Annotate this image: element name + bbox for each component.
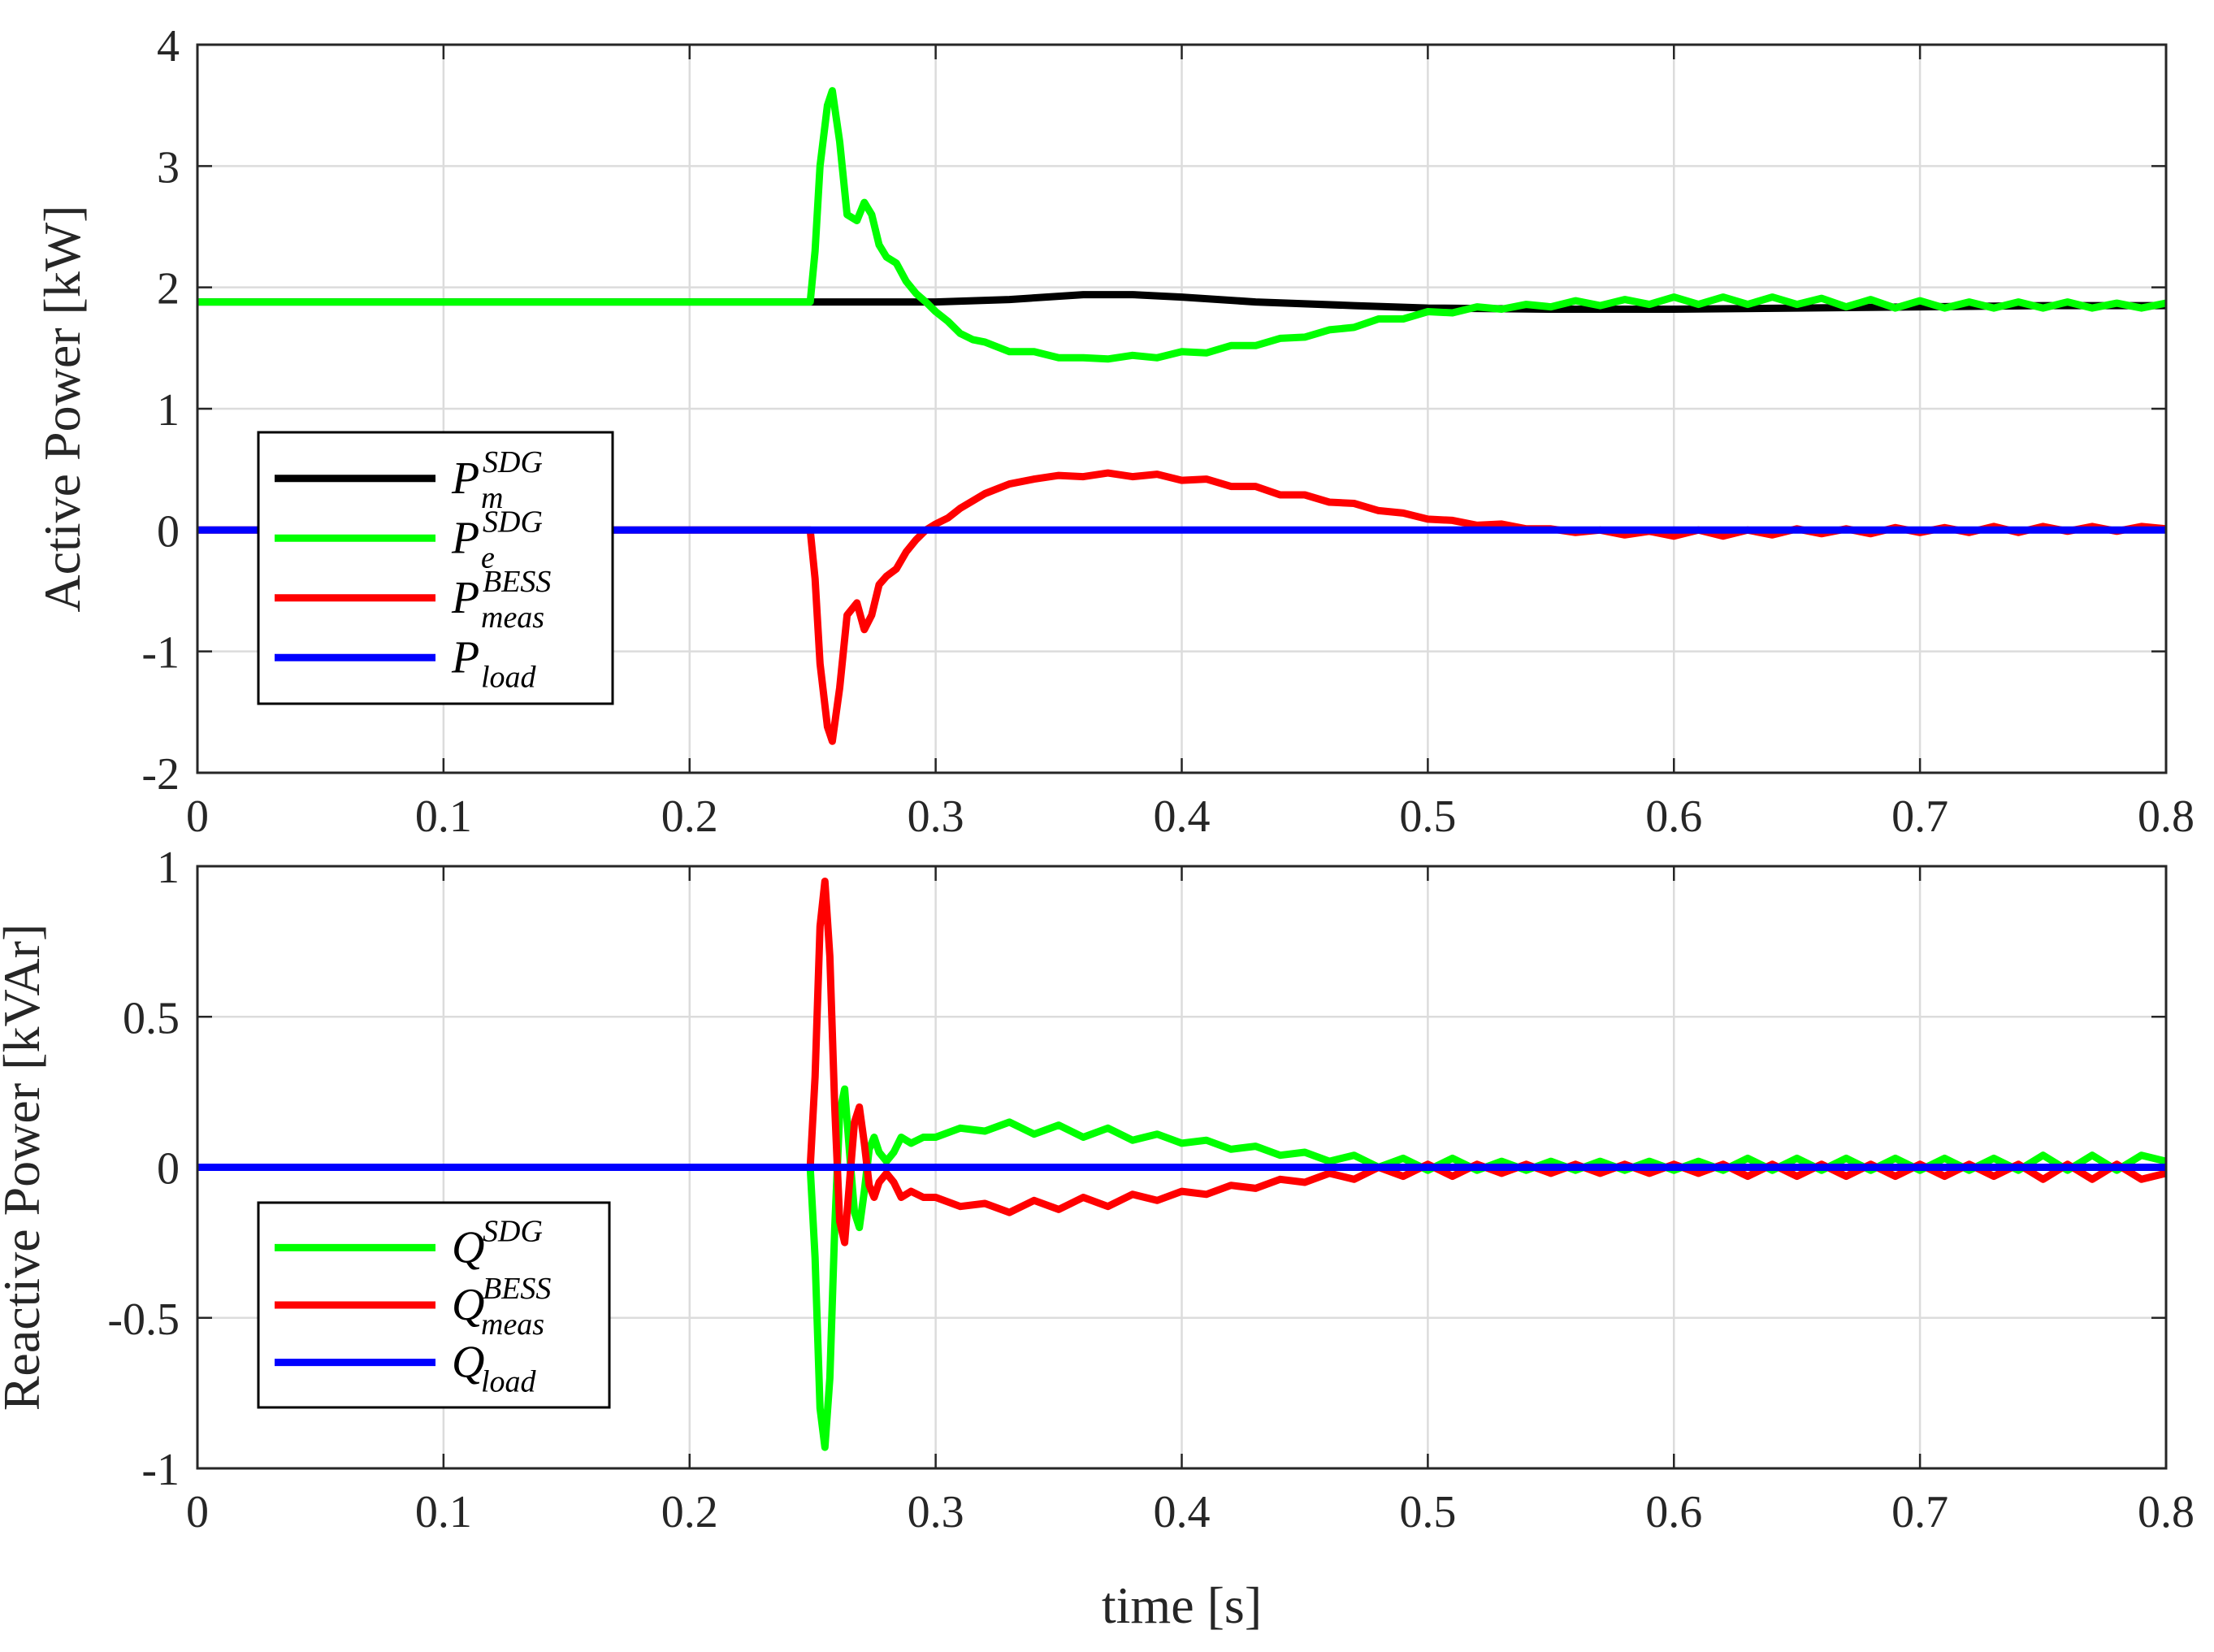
legend-label: Q	[452, 1222, 484, 1273]
active-power-panel: 0 0.1 0.2 0.3 0.4 0.5 0.6 0.7 0.8 -2 -1 0 1 2 3 4 Active…	[33, 21, 2195, 842]
x-tick-label: 0.8	[2138, 791, 2195, 842]
axes-box	[196, 43, 2168, 774]
legend-label-subscript: m	[481, 481, 503, 515]
x-tick-label: 0	[186, 1487, 209, 1537]
y-tick-label: 1	[157, 385, 180, 436]
legend-label-superscript: SDG	[483, 445, 543, 479]
y-tick-label: 2	[157, 264, 180, 314]
x-tick-label: 0.4	[1154, 1487, 1211, 1537]
y-tick-label: -1	[141, 1445, 180, 1495]
legend-label: Q	[452, 1338, 484, 1388]
x-tick-label: 0.7	[1891, 1487, 1948, 1537]
y-tick-label: 0	[157, 506, 180, 557]
legend-label-superscript: BESS	[483, 565, 551, 599]
legend-box	[257, 431, 614, 705]
series-line-p-e-sdg	[197, 87, 2166, 363]
series-group	[197, 878, 2166, 1451]
x-tick-label: 0.6	[1645, 1487, 1702, 1537]
x-tick-label: 0.3	[908, 1487, 964, 1537]
y-tick-label: 1	[157, 843, 180, 893]
x-axis-label: time [s]	[1102, 1576, 1262, 1634]
y-axis-label: Reactive Power [kVAr]	[0, 924, 50, 1411]
legend-label-subscript: load	[481, 1365, 537, 1399]
legend-label-superscript: SDG	[483, 1214, 543, 1248]
x-tick-label: 0.4	[1154, 791, 1211, 842]
x-tick-label: 0.2	[661, 791, 718, 842]
y-tick-label: 0	[157, 1144, 180, 1195]
legend-label: P	[451, 513, 479, 563]
y-tick-label: 0.5	[123, 993, 180, 1043]
y-tick-label: -1	[141, 628, 180, 679]
x-tick-label: 0.1	[415, 791, 472, 842]
x-tick-label: 0.5	[1399, 1487, 1456, 1537]
axes-box	[196, 865, 2168, 1470]
series-group	[197, 87, 2166, 745]
x-tick-label: 0.8	[2138, 1487, 2195, 1537]
legend-label: P	[451, 632, 479, 683]
x-tick-label: 0.3	[908, 791, 964, 842]
x-tick-label: 0.2	[661, 1487, 718, 1537]
x-tick-label: 0.7	[1891, 791, 1948, 842]
y-axis-label: Active Power [kW]	[33, 205, 91, 612]
y-tick-label: 3	[157, 142, 180, 193]
legend-label: P	[451, 453, 479, 504]
reactive-power-panel: 0 0.1 0.2 0.3 0.4 0.5 0.6 0.7 0.8 -1 -0.5 0 0.5 1 Reac…	[0, 843, 2195, 1634]
legend-label-subscript: e	[481, 540, 495, 575]
y-tick-label: 4	[157, 21, 180, 72]
x-tick-label: 0.6	[1645, 791, 1702, 842]
legend-label: Q	[452, 1280, 484, 1330]
legend-label-subscript: load	[481, 660, 537, 694]
legend-label-superscript: BESS	[483, 1272, 551, 1306]
legend-label-subscript: meas	[481, 1307, 544, 1342]
legend-label: P	[451, 573, 479, 623]
y-tick-label: -2	[141, 749, 180, 800]
x-tick-label: 0.5	[1399, 791, 1456, 842]
x-tick-label: 0.1	[415, 1487, 472, 1537]
series-line-p-m-sdg	[197, 291, 2166, 313]
legend-label-superscript: SDG	[483, 505, 543, 539]
y-tick-label: -0.5	[107, 1294, 180, 1345]
x-tick-label: 0	[186, 791, 209, 842]
legend-label-subscript: meas	[481, 601, 544, 635]
